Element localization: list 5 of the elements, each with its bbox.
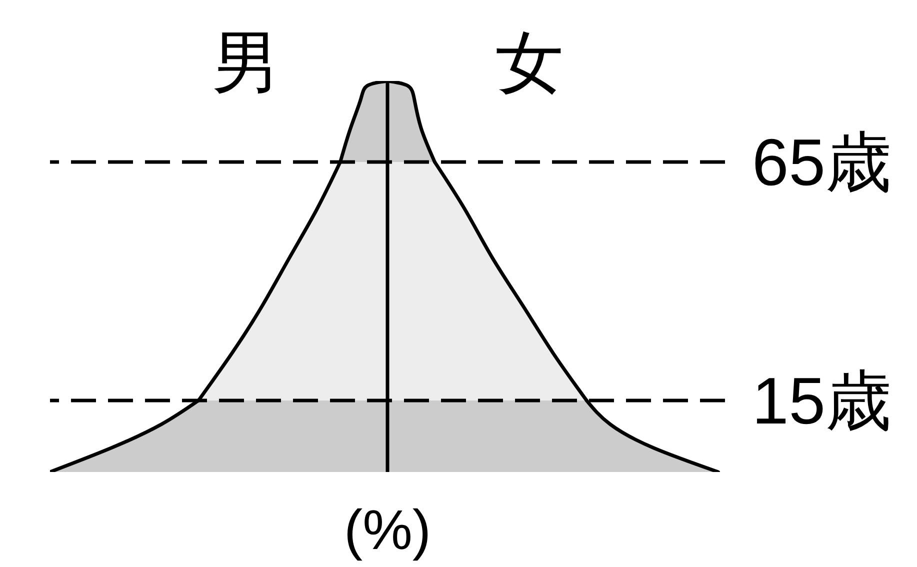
x-axis-title: (%): [344, 498, 432, 561]
annotation: 男: [212, 25, 280, 101]
annotation: 女: [495, 25, 564, 101]
y-tick-label: 15歳: [752, 363, 892, 438]
y-tick-label: 65歳: [752, 125, 892, 200]
